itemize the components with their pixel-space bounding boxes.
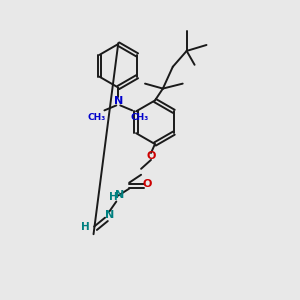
Text: N: N [115,190,124,200]
Text: H: H [109,192,118,202]
Text: CH₃: CH₃ [87,113,106,122]
Text: O: O [142,179,152,189]
Text: N: N [105,210,114,220]
Text: H: H [81,222,90,232]
Text: CH₃: CH₃ [131,113,149,122]
Text: N: N [114,97,123,106]
Text: O: O [146,151,156,161]
